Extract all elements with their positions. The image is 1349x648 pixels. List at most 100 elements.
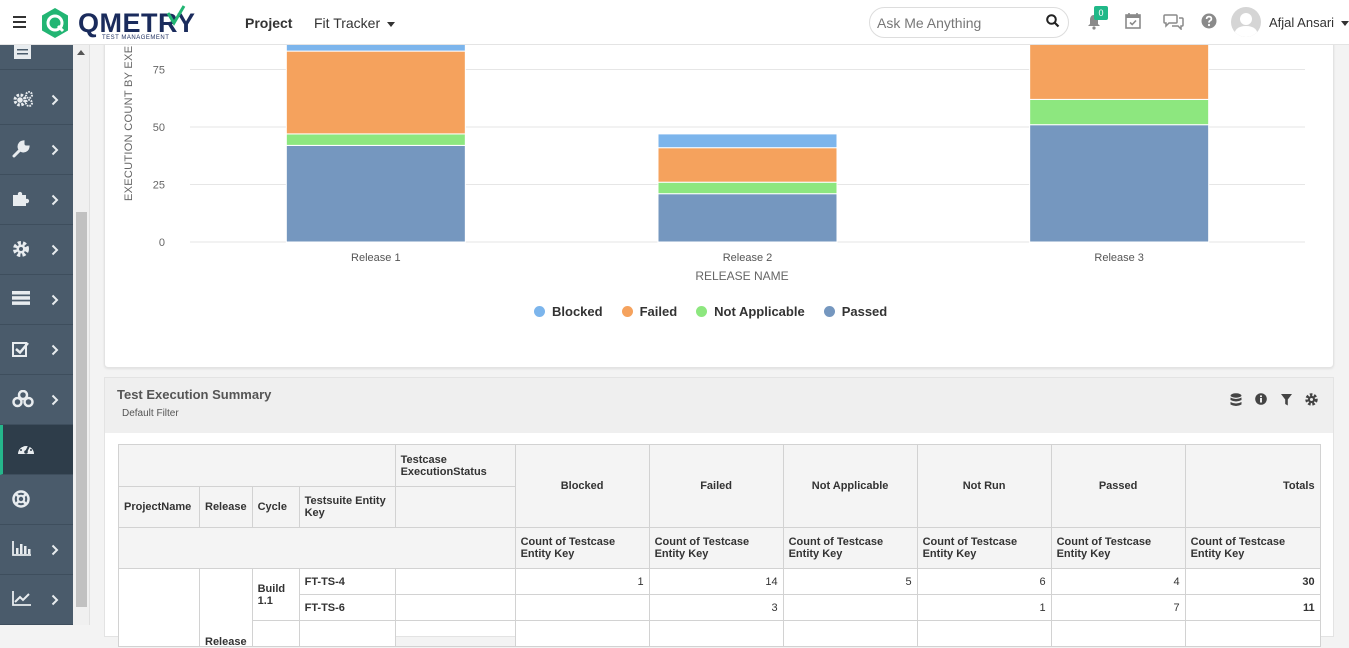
bar-segment-not-applicable[interactable] (1029, 98, 1210, 126)
puzzle-icon (13, 191, 30, 206)
sidebar-item-configuration[interactable] (0, 75, 73, 125)
help-icon[interactable] (1201, 13, 1217, 29)
project-selector[interactable]: Fit Tracker (314, 15, 396, 31)
search-input[interactable] (877, 13, 1042, 33)
suite-cell (298, 620, 396, 647)
list-icon (14, 45, 31, 59)
filter-icon[interactable] (1281, 394, 1292, 406)
value-cell (514, 620, 650, 647)
sidebar-item-releases[interactable] (0, 275, 73, 325)
value-cell (1050, 620, 1186, 647)
bar-segment-failed[interactable] (657, 147, 838, 183)
value-cell: 3 (648, 594, 784, 621)
col-header-blocked[interactable]: Blocked (514, 444, 650, 528)
sidebar-item-test-cases[interactable] (0, 325, 73, 375)
value-cell: 6 (916, 568, 1052, 595)
row-header-cycle[interactable]: Cycle (251, 486, 300, 528)
suite-cell[interactable]: FT-TS-4 (298, 568, 396, 595)
nav-project[interactable]: Project (245, 15, 293, 31)
bar-segment-blocked[interactable] (285, 41, 466, 52)
line-chart-icon (12, 591, 31, 606)
value-cell (514, 594, 650, 621)
col-header-not-applicable[interactable]: Not Applicable (782, 444, 918, 528)
summary-filter-label: Default Filter (122, 408, 179, 419)
stacked-bar-chart: 0 25 50 75 Release 1 Release 2 Release 3 EXECU… (123, 41, 1305, 283)
row-header-release[interactable]: Release (199, 486, 253, 528)
measure-label: Count of Testcase Entity Key (648, 527, 784, 569)
col-header-failed[interactable]: Failed (648, 444, 784, 528)
pivot-column-label: Testcase ExecutionStatus (394, 444, 516, 487)
top-bar: QMETRY TEST MANAGEMENT Project Fit Track… (0, 0, 1349, 45)
project-selector-label: Fit Tracker (314, 15, 381, 31)
legend-item-failed[interactable]: Failed (621, 304, 677, 319)
y-axis-label: EXECUTION COUNT BY EXECUTION STATUS (123, 41, 135, 201)
y-tick-label: 0 (159, 237, 165, 249)
value-cell (782, 620, 918, 647)
sidebar-item-settings[interactable] (0, 225, 73, 275)
cycle-cell (251, 620, 300, 647)
cubes-icon (12, 390, 34, 408)
logo-subtitle: TEST MANAGEMENT (102, 35, 170, 41)
bar-segment-passed[interactable] (657, 193, 838, 243)
col-header-passed[interactable]: Passed (1050, 444, 1186, 528)
table-row (119, 620, 1321, 647)
summary-title: Test Execution Summary (117, 387, 272, 402)
bar-segment-failed[interactable] (1029, 41, 1210, 100)
user-name: Afjal Ansari (1269, 15, 1335, 30)
bar-segment-failed[interactable] (285, 50, 466, 135)
suite-cell[interactable]: FT-TS-6 (298, 594, 396, 621)
sidebar-item-dashboard[interactable] (0, 425, 73, 475)
bar-segment-not-applicable[interactable] (285, 133, 466, 146)
chevron-right-icon (51, 144, 59, 156)
measure-label: Count of Testcase Entity Key (782, 527, 918, 569)
user-avatar-icon (1234, 13, 1258, 37)
bar-segment-blocked[interactable] (657, 133, 838, 149)
legend-item-passed[interactable]: Passed (823, 304, 887, 319)
sidebar-item-list[interactable] (0, 20, 73, 70)
bar-segment-not-applicable[interactable] (657, 181, 838, 195)
pivot-spacer-cell (394, 568, 516, 595)
chat-icon[interactable] (1163, 13, 1184, 30)
sidebar-item-test-suites[interactable] (0, 375, 73, 425)
bar-segment-passed[interactable] (1029, 124, 1210, 243)
col-header-not-run[interactable]: Not Run (916, 444, 1052, 528)
sidebar-item-reports[interactable] (0, 525, 73, 575)
bar-segment-passed[interactable] (285, 144, 466, 243)
sidebar-item-support[interactable] (0, 475, 73, 525)
sidebar-item-analytics[interactable] (0, 575, 73, 625)
legend-marker (823, 306, 835, 317)
chevron-right-icon (51, 344, 59, 356)
search-icon[interactable] (1046, 14, 1060, 28)
release-cell-label: Release (205, 636, 247, 648)
database-icon[interactable] (1230, 393, 1242, 407)
settings-icon[interactable] (1305, 393, 1318, 406)
legend-item-not-applicable[interactable]: Not Applicable (696, 304, 805, 319)
measure-label: Count of Testcase Entity Key (1184, 527, 1321, 569)
sidebar-item-integrations[interactable] (0, 175, 73, 225)
table-row: Release Build 1.1 FT-TS-4 1 14 5 6 4 30 (118, 568, 1321, 648)
value-cell: 14 (648, 568, 784, 595)
row-header-project[interactable]: ProjectName (118, 486, 200, 528)
calendar-icon[interactable] (1125, 12, 1141, 29)
cycle-cell: Build 1.1 (251, 568, 300, 621)
chevron-down-icon (1341, 21, 1349, 27)
menu-toggle-icon[interactable] (13, 16, 26, 28)
col-header-totals[interactable]: Totals (1184, 444, 1321, 528)
qmetry-logo[interactable]: QMETRY TEST MANAGEMENT (38, 5, 195, 41)
total-cell (1184, 620, 1321, 647)
info-icon[interactable] (1255, 393, 1267, 405)
value-cell: 7 (1050, 594, 1186, 621)
value-cell: 1 (916, 594, 1052, 621)
row-header-testsuite[interactable]: Testsuite Entity Key (298, 486, 396, 528)
measure-label: Count of Testcase Entity Key (916, 527, 1052, 569)
scroll-up-arrow-icon[interactable] (77, 50, 85, 55)
scrollbar-thumb[interactable] (76, 212, 87, 607)
avatar[interactable] (1231, 7, 1261, 37)
x-axis-label: RELEASE NAME (695, 269, 788, 283)
chevron-right-icon (51, 394, 59, 406)
sidebar-item-tools[interactable] (0, 125, 73, 175)
user-menu[interactable]: Afjal Ansari (1269, 15, 1349, 30)
legend-item-blocked[interactable]: Blocked (534, 304, 603, 319)
value-cell (648, 620, 784, 647)
pivot-empty (394, 486, 516, 528)
